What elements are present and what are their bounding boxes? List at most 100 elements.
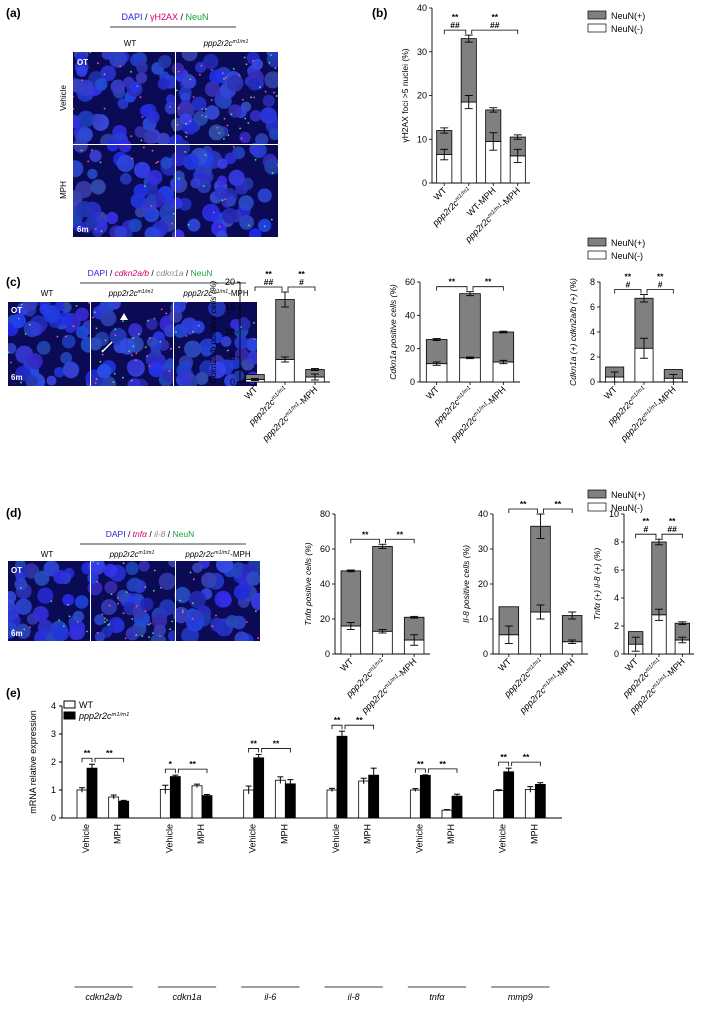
- signal-dot: [144, 346, 147, 348]
- nucleus: [58, 311, 73, 326]
- significance-bracket: [287, 286, 316, 291]
- nucleus: [214, 590, 232, 608]
- condition-label: Vehicle: [498, 824, 508, 853]
- signal-dot: [117, 597, 119, 599]
- signal-dot: [255, 610, 257, 613]
- bar-neun-neg: [460, 101, 477, 184]
- nucleus: [239, 215, 255, 230]
- nucleus: [174, 586, 191, 604]
- tick-label: ppp2r2cm1/m1-MPH: [184, 550, 250, 559]
- bar-wt: [524, 789, 536, 819]
- nucleus: [34, 570, 50, 586]
- signal-dot: [240, 137, 243, 140]
- nucleus: [228, 169, 245, 186]
- nucleus: [220, 336, 232, 347]
- signal-dot: [172, 212, 175, 215]
- nucleus: [209, 361, 226, 379]
- signal-dot: [263, 225, 266, 228]
- nucleus: [136, 61, 148, 74]
- nucleus: [8, 603, 19, 621]
- nucleus: [183, 153, 200, 170]
- y-axis-label: Tnfα (+) il-8 (+) (%): [592, 548, 602, 621]
- signal-dot: [137, 333, 140, 335]
- bar-mutant: [253, 757, 265, 819]
- nucleus: [60, 352, 73, 364]
- tick-label: WT: [424, 384, 441, 401]
- nucleus: [62, 361, 80, 379]
- arrowhead-marker: [120, 313, 128, 320]
- nucleus: [138, 561, 150, 572]
- nucleus: [157, 132, 170, 146]
- y-tick-label: 0: [51, 813, 56, 823]
- condition-label: Vehicle: [164, 824, 174, 853]
- signal-dot: [104, 339, 107, 342]
- nucleus: [87, 580, 103, 596]
- signal-dot: [122, 320, 124, 322]
- nucleus: [116, 154, 135, 173]
- condition-label: MPH: [363, 824, 373, 844]
- signal-dot: [76, 621, 79, 623]
- signal-dot: [157, 160, 160, 163]
- signal-dot: [141, 635, 144, 637]
- signal-dot: [93, 311, 96, 314]
- signal-dot: [106, 619, 108, 621]
- row-label-vehicle: Vehicle: [59, 85, 68, 111]
- signal-dot: [192, 602, 194, 605]
- bar-wt: [274, 779, 286, 819]
- signal-dot: [150, 205, 153, 208]
- nucleus: [181, 52, 198, 62]
- tag-age: 6m: [11, 629, 23, 638]
- panel-letter-e: (e): [6, 686, 21, 700]
- nucleus: [104, 581, 118, 594]
- y-tick-label: 1: [51, 785, 56, 795]
- signal-dot: [151, 149, 154, 152]
- bar-neun-pos: [492, 331, 515, 363]
- signal-dot: [95, 378, 98, 380]
- nucleus: [85, 216, 98, 229]
- nucleus: [234, 631, 249, 641]
- nucleus: [216, 175, 228, 186]
- bar-mutant: [451, 795, 463, 819]
- nucleus: [88, 337, 102, 351]
- significance-bracket: [81, 757, 93, 763]
- nucleus: [249, 110, 262, 122]
- bar-mutant: [534, 784, 546, 819]
- significance-label: **: [397, 529, 404, 539]
- signal-dot: [177, 70, 180, 73]
- bar-neun-pos: [459, 293, 481, 359]
- nucleus: [72, 610, 85, 623]
- tick-label: ppp2r2cm1/m1: [109, 550, 155, 559]
- nucleus: [264, 158, 278, 175]
- signal-dot: [139, 96, 142, 99]
- signal-dot: [185, 302, 188, 304]
- signal-dot: [135, 352, 138, 355]
- signal-dot: [270, 218, 273, 221]
- significance-label: **: [250, 738, 257, 748]
- significance-bracket: [261, 748, 291, 753]
- nucleus: [210, 617, 225, 632]
- tick-label: WT: [496, 656, 513, 673]
- nucleus: [216, 230, 228, 237]
- tick-label: WT: [602, 384, 619, 401]
- nucleus: [173, 324, 188, 338]
- signal-dot: [10, 361, 13, 364]
- signal-dot: [197, 324, 200, 327]
- bar-wt: [191, 785, 203, 819]
- signal-dot: [192, 330, 194, 333]
- signal-dot: [204, 115, 207, 118]
- significance-bracket: [350, 538, 380, 544]
- signal-dot: [215, 614, 217, 617]
- micrograph-a-mut-mph: [170, 139, 278, 237]
- bar-wt: [493, 790, 505, 819]
- y-axis-label: Cdkn1a positive cells (%): [388, 284, 398, 380]
- nucleus: [228, 104, 242, 118]
- signal-dot: [135, 359, 137, 362]
- signal-dot: [242, 98, 244, 101]
- significance-label: **: [555, 499, 562, 509]
- nucleus: [214, 186, 228, 200]
- signal-dot: [24, 333, 27, 335]
- significance-bracket: [254, 286, 283, 291]
- signal-dot: [192, 578, 195, 581]
- significance-label: **: [273, 738, 280, 748]
- y-tick-label: 20: [478, 579, 488, 589]
